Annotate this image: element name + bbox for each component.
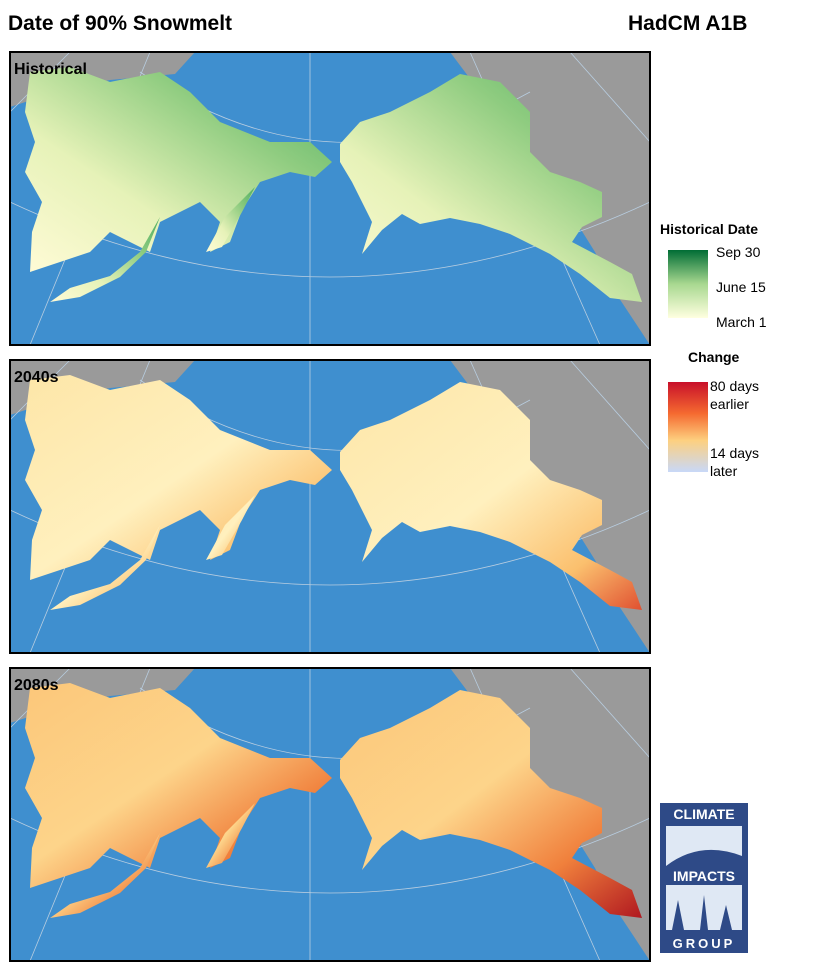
logo: CLIMATE IMPACTS GROUP [660,803,748,953]
logo-word: CLIMATE [673,806,734,822]
map-2080s [9,667,651,962]
legend-label: June 15 [716,279,766,295]
logo-word: GROUP [673,936,736,951]
legend-title: Historical Date [660,221,759,237]
legend-label: 80 days earlier [710,378,760,412]
title: Date of 90% Snowmelt [8,12,233,35]
model: HadCM A1B [628,12,748,35]
legend-label: Sep 30 [716,244,761,260]
historical-scale [668,250,708,318]
logo-word: IMPACTS [673,868,735,884]
map-2040s [9,359,651,654]
legend-title: Change [688,349,740,365]
legend-label: 14 days later [710,445,760,479]
panel-label: 2040s [14,369,59,386]
panel-label: 2080s [14,677,59,694]
map-historical [9,51,651,346]
legend-label: March 1 [716,314,767,330]
change-scale [668,382,708,472]
panel-label: Historical [14,61,87,78]
